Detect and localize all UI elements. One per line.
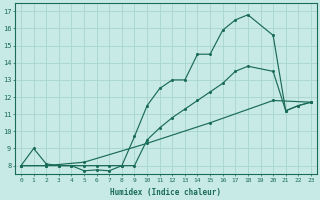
X-axis label: Humidex (Indice chaleur): Humidex (Indice chaleur) xyxy=(110,188,221,197)
